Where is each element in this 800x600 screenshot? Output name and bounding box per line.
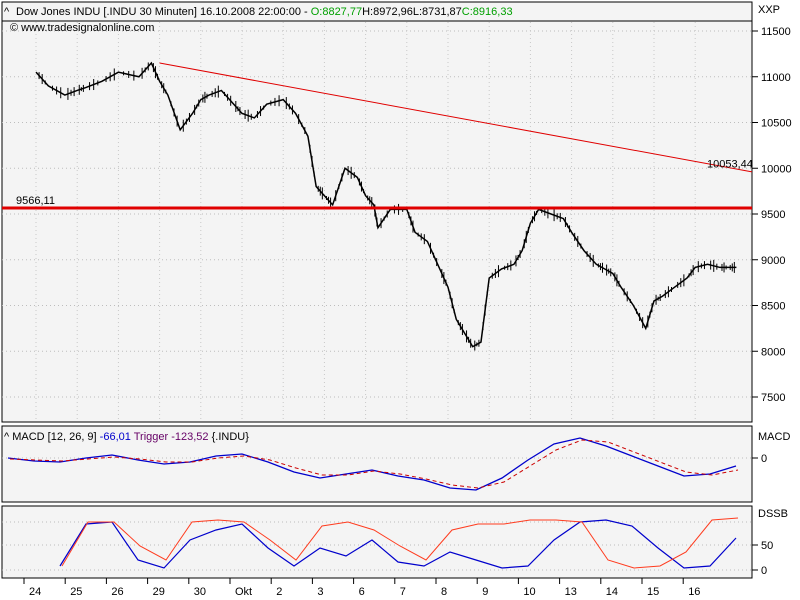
time-tick-label: 25 — [70, 586, 82, 598]
time-tick-label: 14 — [606, 586, 618, 598]
macd-trigger-label: Trigger — [134, 431, 169, 443]
price-tick-label: 9500 — [761, 209, 785, 221]
dssb-axis-label: DSSB — [758, 508, 788, 520]
macd-series — [7, 437, 739, 491]
time-tick-label: 15 — [647, 586, 659, 598]
header-open: O:8827,77 — [311, 6, 362, 18]
support-line-label: 9566,11 — [16, 195, 55, 207]
time-tick-label: 9 — [482, 586, 488, 598]
dssb-signal-line — [59, 519, 737, 569]
macd-symbol: {.INDU} — [212, 431, 250, 443]
price-series — [35, 61, 737, 351]
time-tick-label: 8 — [441, 586, 447, 598]
price-panel — [1, 1, 753, 423]
dssb-line — [61, 517, 739, 569]
dssb-tick-50: 50 — [761, 540, 773, 552]
header-low: L:8731,87 — [413, 6, 462, 18]
time-tick-label: 26 — [111, 586, 123, 598]
time-tick-label: 16 — [688, 586, 700, 598]
watermark: © www.tradesignalonline.com — [10, 22, 154, 34]
macd-caret: ^ — [4, 431, 10, 443]
time-tick-label: 6 — [359, 586, 365, 598]
header-symbol: Dow Jones INDU [.INDU 30 Minuten] 16.10.… — [16, 6, 311, 18]
header-title: Dow Jones INDU [.INDU 30 Minuten] 16.10.… — [16, 6, 513, 18]
time-tick-label: 24 — [29, 586, 41, 598]
annotation-lines: 9566,11 10053,44 — [2, 62, 753, 210]
price-tick-label: 8500 — [761, 301, 785, 313]
header-high: H:8972,96 — [362, 6, 413, 18]
trend-line-label: 10053,44 — [707, 158, 753, 170]
time-tick-label: 29 — [153, 586, 165, 598]
macd-tick-zero: 0 — [761, 453, 767, 465]
trend-line — [159, 62, 753, 173]
time-tick-label: 3 — [317, 586, 323, 598]
time-tick-label: 10 — [523, 586, 535, 598]
time-tick-label: 2 — [276, 586, 282, 598]
price-tick-label: 9000 — [761, 255, 785, 267]
time-tick-label: 13 — [565, 586, 577, 598]
time-tick-label: 30 — [194, 586, 206, 598]
time-tick-label: 7 — [400, 586, 406, 598]
macd-value: -66,01 — [100, 431, 131, 443]
price-axis-ticks: 7500 8000 8500 9000 9500 10000 10500 11000 11500 — [752, 26, 792, 404]
macd-legend: ^ MACD [12, 26, 9] -66,01 Trigger -123,5… — [4, 431, 249, 443]
macd-panel — [1, 425, 753, 503]
time-axis: 24 25 26 29 30 Okt 2 3 6 7 8 9 10 13 14 15 16 — [23, 578, 700, 598]
header-close: C:8916,33 — [462, 6, 513, 18]
macd-name: MACD [12, 26, 9] — [12, 431, 96, 443]
dssb-tick-0: 0 — [761, 565, 767, 577]
time-tick-label: Okt — [235, 586, 252, 598]
price-axis-label: XXP — [758, 4, 780, 16]
price-tick-label: 10000 — [761, 163, 792, 175]
dssb-series — [59, 517, 739, 569]
macd-axis-label: MACD — [758, 431, 790, 443]
macd-trigger-value: -123,52 — [171, 431, 208, 443]
price-gridlines — [2, 30, 752, 398]
price-tick-label: 11500 — [761, 26, 791, 38]
price-tick-label: 7500 — [761, 392, 785, 404]
trigger-line — [9, 439, 739, 489]
price-tick-label: 8000 — [761, 346, 785, 358]
header-caret: ^ — [4, 6, 10, 18]
price-tick-label: 11000 — [761, 72, 791, 84]
price-tick-label: 10500 — [761, 118, 792, 130]
